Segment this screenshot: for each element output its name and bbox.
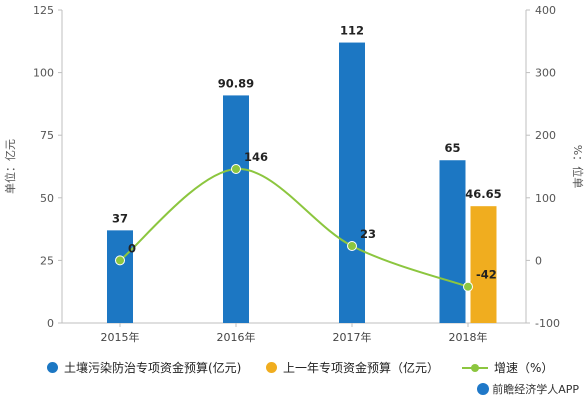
legend-item-growth: 增速（%） bbox=[462, 360, 553, 376]
y-right-tick-label: 300 bbox=[535, 67, 556, 80]
logo-icon bbox=[477, 383, 490, 395]
growth-value-label: 0 bbox=[128, 241, 136, 255]
y-right-title: %：位单 bbox=[571, 145, 585, 188]
x-tick-label: 2015年 bbox=[101, 330, 140, 344]
growth-point bbox=[231, 164, 241, 175]
growth-value-label: 146 bbox=[244, 150, 268, 164]
bar-current bbox=[439, 160, 466, 323]
bar-current-value-label: 112 bbox=[340, 24, 364, 38]
growth-value-label: -42 bbox=[476, 268, 497, 282]
legend: 土壤污染防治专项资金预算(亿元) 上一年专项资金预算（亿元） 增速（%） bbox=[0, 356, 587, 380]
growth-point bbox=[463, 281, 473, 292]
bar-previous bbox=[470, 206, 497, 323]
y-right-tick-label: 400 bbox=[535, 4, 556, 17]
y-left-title: 单位：亿元 bbox=[3, 139, 17, 194]
bar-current-value-label: 90.89 bbox=[218, 76, 254, 90]
legend-item-bar-current: 土壤污染防治专项资金预算(亿元) bbox=[47, 360, 241, 376]
growth-line bbox=[119, 167, 469, 288]
bar-current bbox=[339, 42, 365, 323]
x-tick-label: 2017年 bbox=[333, 330, 372, 344]
x-tick-label: 2016年 bbox=[217, 330, 256, 344]
x-tick-label: 2018年 bbox=[449, 330, 488, 344]
bar-current-value-label: 37 bbox=[112, 211, 128, 225]
bar-current bbox=[107, 230, 133, 323]
y-right-tick-label: 100 bbox=[535, 192, 556, 205]
y-left-tick-label: 100 bbox=[33, 67, 54, 80]
legend-marker-bar-previous bbox=[266, 362, 277, 373]
y-right-tick-label: 0 bbox=[535, 254, 542, 267]
source-text: 前瞻经济学人APP bbox=[492, 383, 579, 396]
chart-area: 0 25 50 75 100 125 -100 0 100 200 300 400 单位：亿元 %：位单 2… bbox=[3, 4, 585, 344]
y-left-tick-label: 75 bbox=[40, 129, 54, 142]
y-left-tick-label: 50 bbox=[40, 192, 54, 205]
y-left-tick-label: 125 bbox=[33, 4, 54, 17]
y-left-tick-label: 25 bbox=[40, 254, 54, 267]
legend-item-bar-previous: 上一年专项资金预算（亿元） bbox=[266, 360, 439, 376]
source-credit: 前瞻经济学人APP bbox=[477, 382, 579, 398]
bar-current-value-label: 65 bbox=[444, 141, 460, 155]
legend-label-bar-current: 土壤污染防治专项资金预算(亿元) bbox=[64, 361, 242, 375]
legend-label-bar-previous: 上一年专项资金预算（亿元） bbox=[283, 361, 440, 375]
bar-previous-value-label: 46.65 bbox=[465, 187, 501, 201]
y-right-tick-label: -100 bbox=[535, 317, 560, 330]
legend-marker-bar-current bbox=[47, 362, 58, 373]
growth-point bbox=[347, 241, 357, 252]
legend-marker-growth bbox=[462, 362, 488, 374]
growth-point bbox=[115, 255, 125, 266]
bar-current bbox=[223, 95, 249, 323]
growth-value-label: 23 bbox=[360, 227, 376, 241]
y-left-tick-label: 0 bbox=[47, 317, 54, 330]
legend-label-growth: 增速（%） bbox=[494, 361, 554, 375]
y-right-tick-label: 200 bbox=[535, 129, 556, 142]
